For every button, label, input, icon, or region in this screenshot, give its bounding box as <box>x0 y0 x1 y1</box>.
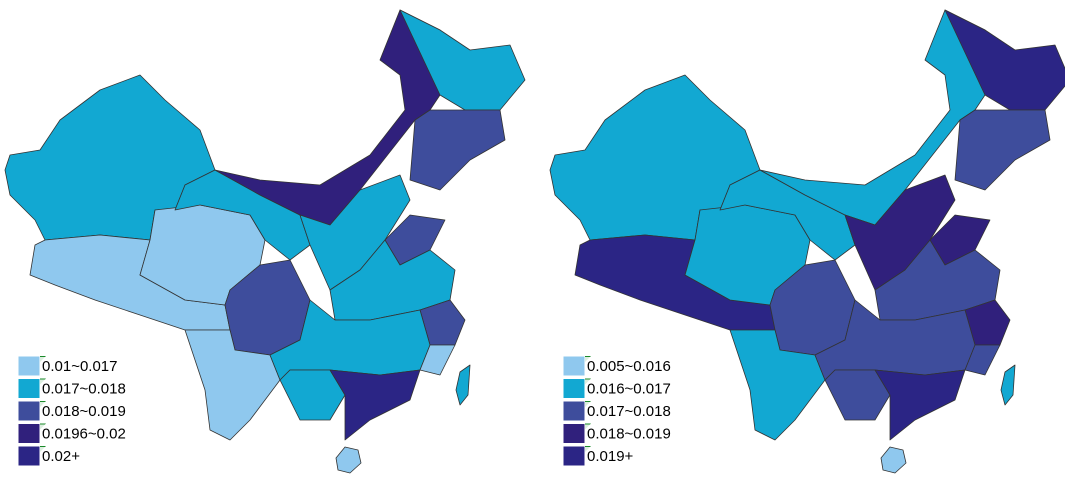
province-fujian <box>964 344 1001 376</box>
province-fujian <box>419 344 456 376</box>
province-taiwan <box>1000 364 1016 406</box>
legend-label-bg <box>585 424 673 444</box>
map: 0.005~0.016 0.016~0.017 0.017~0.018 0.018~0… <box>549 9 1065 474</box>
legend: 0.005~0.016 0.016~0.017 0.017~0.018 0.018~0… <box>562 355 673 467</box>
province-yunnan <box>184 329 281 441</box>
legend-label: 0.005~0.016 <box>587 358 671 375</box>
legend-swatch <box>17 423 41 444</box>
province-heilongjiang <box>399 9 526 111</box>
province-yunnan <box>729 329 826 441</box>
province-guangdong <box>874 369 966 441</box>
legend-swatch <box>17 378 41 399</box>
legend-label: 0.017~0.018 <box>587 403 671 420</box>
legend-swatch <box>562 423 586 444</box>
legend-label: 0.018~0.019 <box>587 425 671 442</box>
legend-label-bg <box>585 402 673 421</box>
legend-label: 0.016~0.017 <box>587 380 671 397</box>
legend-swatch <box>562 400 586 422</box>
legend-label-bg <box>585 357 673 376</box>
province-northeast <box>954 109 1051 191</box>
province-heilongjiang <box>944 9 1065 111</box>
legend-label-bg <box>40 402 128 421</box>
province-hainan <box>880 446 907 474</box>
legend-label-bg <box>585 447 673 466</box>
legend-label: 0.01~0.017 <box>42 358 118 375</box>
legend-label: 0.018~0.019 <box>42 403 126 420</box>
legend-swatch <box>562 378 586 399</box>
legend-label-bg <box>40 447 128 466</box>
legend-label-bg <box>40 379 128 399</box>
legend-label: 0.0196~0.02 <box>42 425 126 442</box>
province-northeast <box>409 109 506 191</box>
province-hainan <box>335 446 362 474</box>
legend-swatch <box>562 355 586 377</box>
legend-label-bg <box>40 424 128 444</box>
province-guangdong <box>329 369 421 441</box>
legend-label: 0.02+ <box>42 448 80 465</box>
legend-swatch <box>17 355 41 377</box>
legend-label: 0.019+ <box>587 448 634 465</box>
legend-swatch <box>17 445 41 467</box>
legend-swatch <box>562 445 586 467</box>
legend-label-bg <box>585 379 673 399</box>
legend: 0.01~0.017 0.017~0.018 0.018~0.019 0.0196~0… <box>17 355 128 467</box>
legend-label-bg <box>40 357 128 376</box>
legend-swatch <box>17 400 41 422</box>
province-taiwan <box>455 364 471 406</box>
map: 0.01~0.017 0.017~0.018 0.018~0.019 0.0196~0… <box>4 9 526 474</box>
legend-label: 0.017~0.018 <box>42 380 126 397</box>
